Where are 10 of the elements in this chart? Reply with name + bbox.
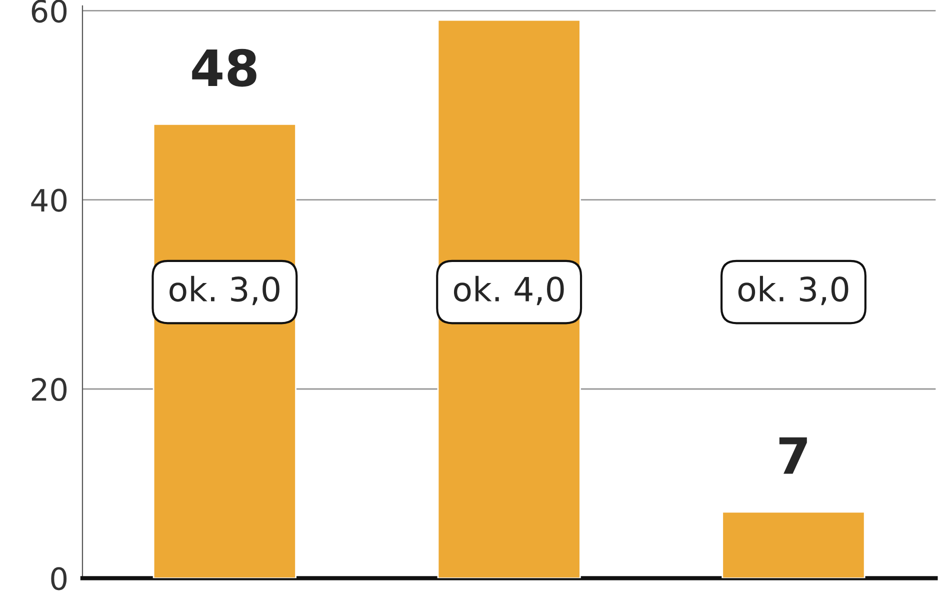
annotation: ok. 3,0 (170, 276, 280, 306)
annotation: ok. 3,0 (738, 276, 848, 306)
bar (722, 511, 866, 578)
y-tick-label: 60 (32, 0, 67, 23)
annotation: ok. 4,0 (454, 276, 564, 306)
data-label: 7 (779, 437, 807, 474)
data-label: 48 (192, 48, 256, 87)
y-tick-label: 0 (51, 567, 67, 590)
y-tick-label: 20 (32, 378, 67, 402)
y-tick-label: 40 (31, 188, 67, 212)
